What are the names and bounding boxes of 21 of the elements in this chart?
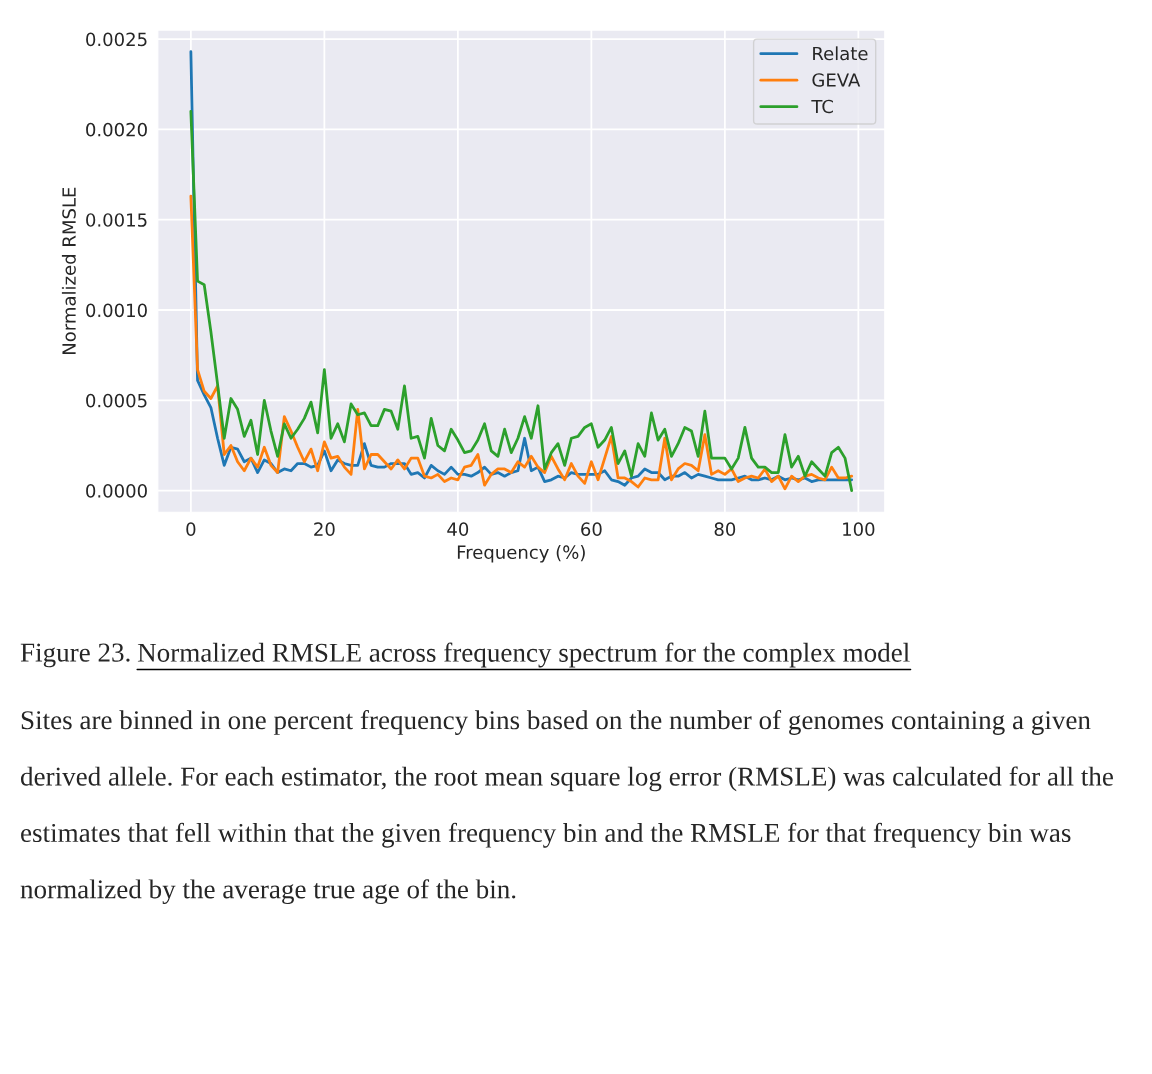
text: Sites are binned in one percent frequency bins based on the number of genomes containing a given derived allele. For each estimator, the root mean square log error (RMSLE) was calculated for all the estimates that fell within that the given frequency bin and the RMSLE for that frequency bin was normalized by the average true age of the bin. (20, 710, 1113, 905)
x-tick-label: 80 (714, 522, 736, 536)
line-series (189, 194, 854, 491)
y-tick-label: 0.0010 (86, 303, 147, 318)
legend-label: GEVA (812, 73, 861, 87)
legend-label: TC (811, 99, 833, 114)
x-tick-label: 0 (186, 522, 196, 536)
y-tick-label: 0.0000 (86, 484, 147, 498)
y-tick-label: 0.0015 (86, 213, 147, 227)
y-tick-label: 0.0005 (86, 393, 147, 408)
legend-label: Relate (813, 46, 868, 61)
y-tick-label: 0.0020 (86, 122, 147, 137)
y-axis-title: Normalized RMSLE (61, 187, 76, 355)
text: Normalized RMSLE across frequency spectrum for the complex model (137, 642, 910, 668)
x-axis-title: Frequency (%) (457, 545, 585, 563)
x-tick-label: 100 (843, 522, 875, 536)
x-tick-label: 20 (314, 522, 335, 536)
caption: Figure 23. (20, 643, 130, 668)
x-tick-label: 60 (581, 522, 602, 536)
x-tick-label: 40 (447, 522, 469, 536)
y-tick-label: 0.0025 (86, 32, 147, 47)
